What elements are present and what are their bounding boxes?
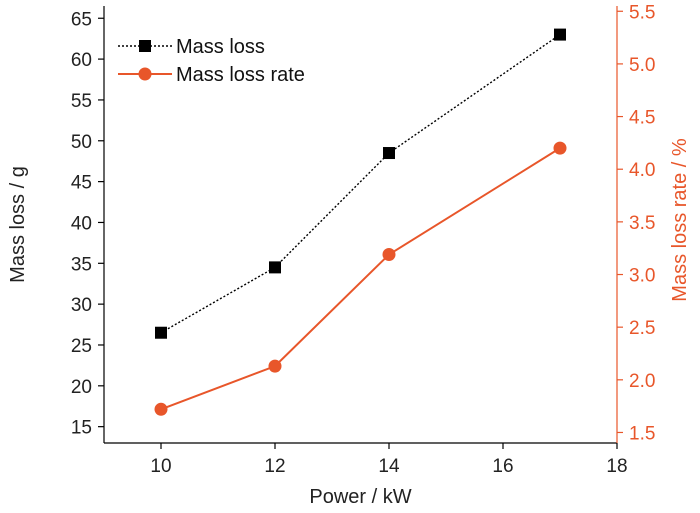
series-markers <box>154 28 567 416</box>
data-point-mass-loss <box>155 326 167 339</box>
x-axis-title: Power / kW <box>309 486 411 508</box>
x-tick-label: 14 <box>378 456 400 477</box>
y-right-tick-label: 5.0 <box>629 55 655 76</box>
x-tick-label: 18 <box>606 456 627 477</box>
y-left-tick-label: 15 <box>71 418 92 439</box>
data-point-mass-loss <box>554 28 566 41</box>
y-right-tick-label: 2.5 <box>629 318 655 339</box>
y-right-tick-label: 4.0 <box>629 160 655 181</box>
data-point-mass-loss-rate <box>382 248 396 262</box>
y-right-tick-label: 4.5 <box>629 108 655 129</box>
y-left-tick-label: 50 <box>71 132 92 153</box>
y-left-tick-label: 60 <box>71 50 92 71</box>
y-left-tick-label: 25 <box>71 336 92 357</box>
y-left-tick-label: 45 <box>71 173 92 194</box>
series-line-mass-loss-rate <box>160 147 561 411</box>
y-left-tick-label: 30 <box>71 295 92 316</box>
series-line-mass-loss <box>160 34 561 334</box>
y-left-tick-label: 40 <box>71 213 92 234</box>
legend-label: Mass loss <box>176 36 265 58</box>
legend-label: Mass loss rate <box>176 64 305 86</box>
y-right-tick-label: 5.5 <box>629 2 655 23</box>
data-point-mass-loss-rate <box>268 359 282 373</box>
x-tick-label: 10 <box>150 456 171 477</box>
y-right-tick-label: 1.5 <box>629 423 655 444</box>
y-left-tick-label: 20 <box>71 377 92 398</box>
series-lines <box>160 34 561 411</box>
y-left-tick-label: 55 <box>71 91 92 112</box>
x-tick-label: 12 <box>264 456 285 477</box>
y-right-axis-title: Mass loss rate / % <box>669 138 691 302</box>
y-right-tick-label: 3.5 <box>629 213 655 234</box>
y-right-tick-label: 2.0 <box>629 371 655 392</box>
y-left-tick-label: 65 <box>71 9 92 30</box>
legend: Mass loss Mass loss rate <box>118 36 305 86</box>
y-right-tick-label: 3.0 <box>629 266 655 287</box>
x-tick-label: 16 <box>492 456 513 477</box>
data-point-mass-loss <box>269 261 281 274</box>
legend-marker-circle <box>138 67 152 81</box>
axes <box>103 6 618 444</box>
legend-marker-square <box>139 40 151 52</box>
y-left-tick-label: 35 <box>71 254 92 275</box>
data-point-mass-loss-rate <box>553 141 567 155</box>
ticks: 10 12 14 16 18 15 20 25 30 35 40 45 50 55 60 65 1.5 2.0 2.… <box>71 2 656 477</box>
y-left-axis-title: Mass loss / g <box>7 166 29 283</box>
data-point-mass-loss <box>383 147 395 160</box>
data-point-mass-loss-rate <box>154 402 168 416</box>
